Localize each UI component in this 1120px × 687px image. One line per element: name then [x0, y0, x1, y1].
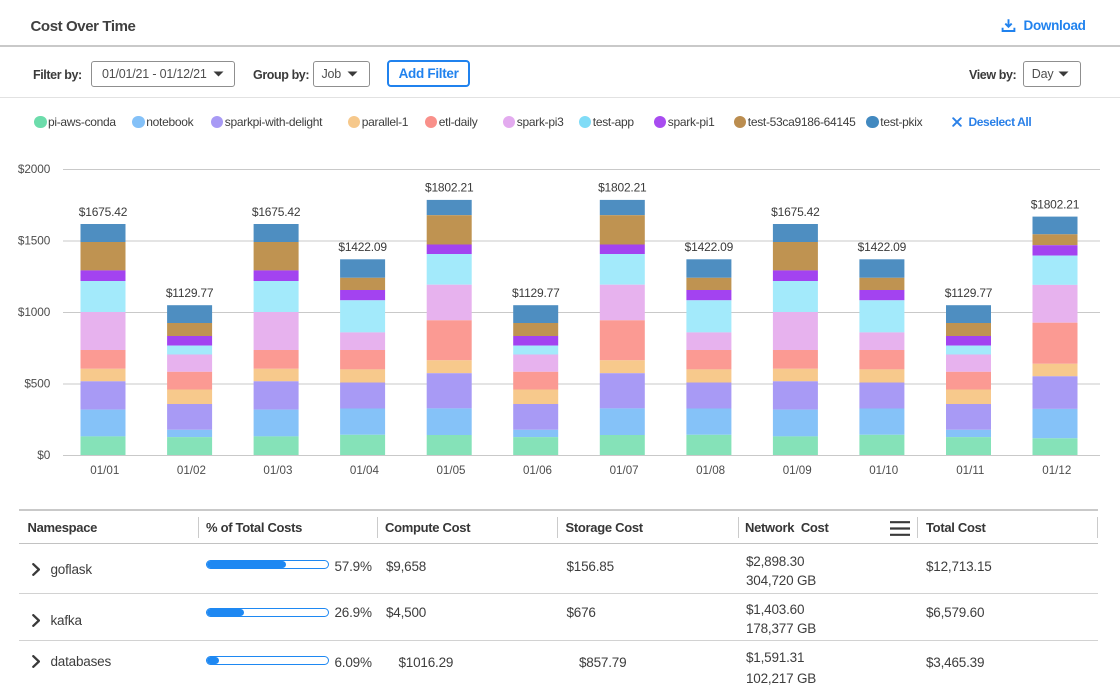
svg-text:$1422.09: $1422.09 — [338, 240, 387, 254]
svg-text:01/04: 01/04 — [350, 464, 380, 477]
svg-text:01/02: 01/02 — [177, 464, 206, 477]
svg-text:$1129.77: $1129.77 — [945, 286, 993, 300]
svg-text:$500: $500 — [24, 376, 50, 390]
svg-text:01/06: 01/06 — [523, 464, 552, 477]
svg-text:$0: $0 — [37, 448, 50, 462]
svg-text:01/03: 01/03 — [263, 464, 292, 477]
svg-text:$1422.09: $1422.09 — [858, 240, 907, 254]
svg-text:01/07: 01/07 — [610, 464, 639, 477]
svg-text:$2000: $2000 — [18, 162, 51, 176]
svg-text:$1500: $1500 — [18, 233, 51, 247]
svg-text:01/10: 01/10 — [869, 464, 898, 477]
svg-text:$1129.77: $1129.77 — [512, 286, 560, 300]
svg-text:$1422.09: $1422.09 — [685, 240, 734, 254]
svg-text:01/01: 01/01 — [90, 464, 119, 477]
svg-text:$1675.42: $1675.42 — [771, 205, 820, 219]
svg-text:01/12: 01/12 — [1042, 464, 1071, 477]
svg-text:$1802.21: $1802.21 — [425, 181, 474, 195]
svg-text:$1802.21: $1802.21 — [598, 181, 647, 195]
svg-text:$1802.21: $1802.21 — [1031, 197, 1080, 211]
svg-text:$1675.42: $1675.42 — [252, 205, 301, 219]
svg-text:01/11: 01/11 — [956, 464, 984, 477]
svg-text:01/09: 01/09 — [783, 464, 812, 477]
svg-text:$1675.42: $1675.42 — [79, 205, 128, 219]
svg-text:$1000: $1000 — [18, 305, 51, 319]
svg-text:01/08: 01/08 — [696, 464, 725, 477]
svg-text:01/05: 01/05 — [436, 464, 465, 477]
svg-text:$1129.77: $1129.77 — [166, 286, 214, 300]
